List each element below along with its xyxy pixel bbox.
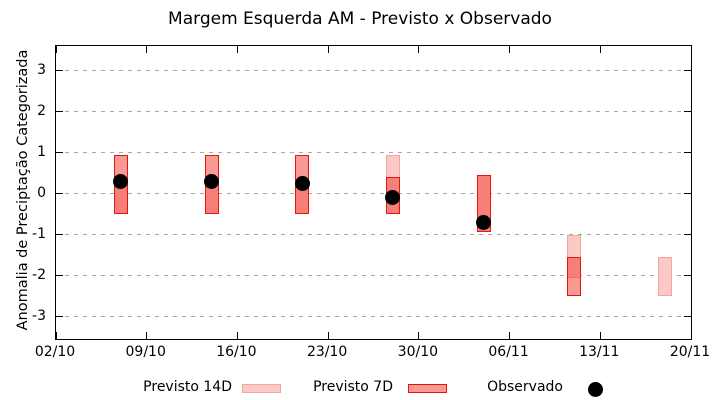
y-tick-left bbox=[56, 152, 63, 153]
y-tick-left bbox=[56, 234, 63, 235]
x-tick-label: 16/10 bbox=[216, 344, 257, 360]
observado-dot bbox=[204, 173, 219, 189]
bar-previsto-14d bbox=[658, 257, 673, 296]
y-tick-left bbox=[56, 111, 63, 112]
y-tick-left bbox=[56, 193, 63, 194]
y-tick-label: 1 bbox=[37, 143, 46, 160]
y-tick-label: 0 bbox=[37, 184, 46, 201]
x-tick-top bbox=[509, 46, 511, 53]
y-tick-left bbox=[56, 275, 63, 276]
bar-previsto-7d bbox=[567, 257, 582, 296]
chart-title: Margem Esquerda AM - Previsto x Observad… bbox=[168, 9, 552, 29]
y-tick-right bbox=[684, 316, 691, 317]
gridline-y--1 bbox=[56, 234, 691, 235]
gridline-y-3 bbox=[56, 70, 691, 71]
y-tick-left bbox=[56, 316, 63, 317]
x-tick-bottom bbox=[418, 332, 420, 339]
y-tick-right bbox=[684, 275, 691, 276]
x-tick-top bbox=[236, 46, 238, 53]
x-tick-bottom bbox=[327, 332, 329, 339]
y-tick-left bbox=[56, 70, 63, 71]
x-tick-label: 30/10 bbox=[397, 344, 439, 360]
x-tick-label: 20/11 bbox=[669, 344, 711, 360]
x-tick-top bbox=[418, 46, 420, 53]
gridline-y--3 bbox=[56, 316, 691, 317]
x-tick-top bbox=[146, 46, 148, 53]
x-tick-label: 02/10 bbox=[34, 344, 76, 360]
y-tick-label: 2 bbox=[37, 102, 46, 119]
x-tick-top bbox=[55, 46, 57, 53]
x-tick-bottom bbox=[236, 332, 238, 339]
observado-dot bbox=[385, 190, 401, 206]
y-tick-label: -3 bbox=[32, 307, 46, 324]
legend-swatch-previsto-7d bbox=[408, 383, 447, 393]
legend-observado-dot bbox=[588, 381, 603, 397]
observado-dot bbox=[476, 214, 492, 230]
legend-label-observado: Observado bbox=[487, 379, 563, 395]
plot-area bbox=[55, 45, 692, 340]
x-tick-label: 13/11 bbox=[579, 344, 620, 360]
x-tick-label: 09/10 bbox=[125, 344, 166, 360]
gridline-y-2 bbox=[56, 111, 691, 112]
y-tick-label: 3 bbox=[37, 61, 46, 78]
y-tick-right bbox=[684, 234, 691, 235]
legend-label-previsto-14d: Previsto 14D bbox=[143, 379, 232, 395]
x-tick-bottom bbox=[599, 332, 601, 339]
x-tick-bottom bbox=[690, 332, 692, 339]
x-tick-top bbox=[690, 46, 692, 53]
x-tick-top bbox=[327, 46, 329, 53]
observado-dot bbox=[294, 175, 310, 191]
legend-label-previsto-7d: Previsto 7D bbox=[313, 379, 393, 395]
gridline-y--2 bbox=[56, 275, 691, 276]
legend-swatch-previsto-14d bbox=[242, 383, 281, 393]
y-tick-right bbox=[684, 70, 691, 71]
y-tick-label: -1 bbox=[32, 225, 46, 242]
y-tick-right bbox=[684, 152, 691, 153]
x-tick-label: 06/11 bbox=[488, 344, 529, 360]
y-tick-right bbox=[684, 111, 691, 112]
x-tick-bottom bbox=[55, 332, 57, 339]
observado-dot bbox=[113, 173, 129, 189]
y-tick-right bbox=[684, 193, 691, 194]
gridline-y-0 bbox=[56, 193, 691, 194]
x-tick-bottom bbox=[509, 332, 511, 339]
x-tick-top bbox=[599, 46, 601, 53]
x-tick-bottom bbox=[146, 332, 148, 339]
x-tick-label: 23/10 bbox=[306, 344, 348, 360]
gridline-y-1 bbox=[56, 152, 691, 153]
y-tick-label: -2 bbox=[32, 266, 46, 283]
